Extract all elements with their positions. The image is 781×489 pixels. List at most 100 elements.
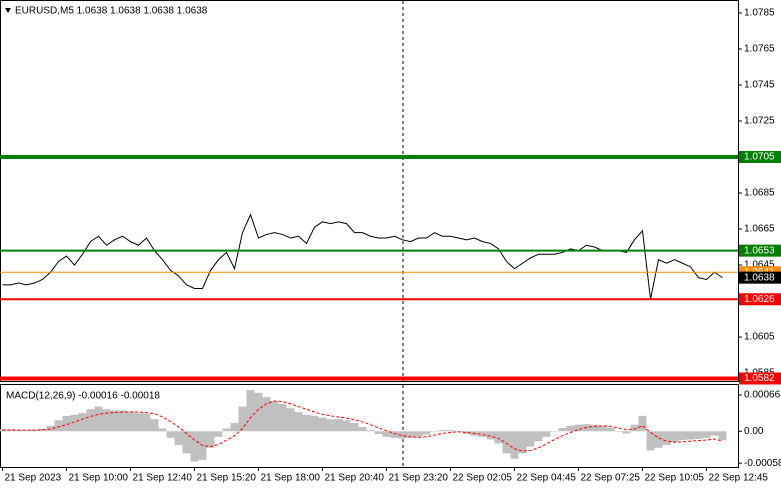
x-tick-label: 21 Sep 23:20 (389, 473, 449, 484)
macd-bar (686, 431, 695, 440)
macd-bar (238, 406, 247, 432)
macd-bar (718, 431, 727, 441)
level-tag-label: 1.0582 (744, 373, 775, 384)
macd-bar (246, 390, 255, 432)
y-tick-label: 1.0685 (744, 188, 775, 199)
macd-bar (678, 431, 687, 441)
macd-bar (398, 431, 407, 439)
macd-bar (670, 431, 679, 443)
level-tag-label: 1.0638 (744, 272, 775, 283)
macd-bar (102, 409, 111, 432)
macd-bar (166, 431, 175, 438)
level-tag (739, 293, 781, 306)
macd-bar (86, 409, 95, 432)
macd-bar (702, 431, 711, 438)
macd-bar (438, 430, 447, 432)
macd-bar (510, 431, 519, 459)
macd-bar (590, 424, 599, 432)
y-tick-label: -0.00058 (744, 458, 781, 469)
macd-bar (446, 430, 455, 432)
macd-bar (94, 406, 103, 432)
level-tag (739, 271, 781, 284)
signal-line (2, 400, 723, 452)
y-tick-label: 0.00066 (744, 390, 781, 401)
x-tick-label: 21 Sep 18:00 (261, 473, 321, 484)
macd-bar (182, 431, 191, 454)
macd-bar (518, 431, 527, 454)
macd-bar (310, 415, 319, 432)
macd-bar (462, 431, 471, 435)
y-tick-label: 1.0785 (744, 8, 775, 19)
macd-bar (710, 431, 719, 436)
y-tick-label: 1.0765 (744, 44, 775, 55)
macd-bar (550, 431, 559, 432)
macd-bar (598, 425, 607, 432)
macd-bar (270, 401, 279, 432)
macd-panel-frame (0, 384, 739, 468)
macd-bar (646, 431, 655, 451)
macd-bar (158, 428, 167, 432)
macd-bar (278, 403, 287, 432)
macd-bar (142, 413, 151, 432)
macd-bar (110, 410, 119, 432)
macd-bar (150, 419, 159, 432)
macd-bar (382, 431, 391, 437)
macd-bar (526, 431, 535, 447)
macd-bar (574, 424, 583, 432)
macd-bar (174, 431, 183, 446)
macd-bar (334, 419, 343, 432)
macd-bar (358, 426, 367, 432)
macd-bar (406, 431, 415, 438)
macd-bar (214, 431, 223, 437)
x-tick-label: 21 Sep 12:40 (133, 473, 193, 484)
macd-bar (342, 420, 351, 432)
macd-bar (422, 431, 431, 435)
x-tick-label: 22 Sep 07:25 (581, 473, 641, 484)
macd-bar (374, 431, 383, 435)
macd-bar (190, 431, 199, 462)
macd-bar (70, 414, 79, 432)
y-tick-label: 1.0725 (744, 116, 775, 127)
macd-bar (262, 397, 271, 432)
symbol-menu-arrow[interactable] (5, 8, 11, 13)
macd-bar (254, 392, 263, 432)
level-tag (739, 151, 781, 164)
y-tick-label: 1.0665 (744, 224, 775, 235)
macd-bar (430, 431, 439, 432)
main-panel-frame (0, 0, 739, 382)
macd-bar (46, 425, 55, 432)
macd-bar (38, 429, 47, 432)
macd-bar (662, 431, 671, 446)
macd-bar (222, 428, 231, 432)
level-tag (739, 244, 781, 257)
macd-bar (62, 415, 71, 432)
macd-bar (486, 431, 495, 440)
x-tick-label: 22 Sep 04:45 (517, 473, 577, 484)
macd-bar (566, 425, 575, 432)
macd-bar (350, 423, 359, 432)
macd-bar (606, 427, 615, 432)
macd-bar (478, 431, 487, 437)
macd-bar (414, 431, 423, 437)
x-tick-label: 21 Sep 20:40 (325, 473, 385, 484)
level-tag-label: 1.0705 (744, 152, 775, 163)
level-tag-label: 1.0653 (744, 245, 775, 256)
macd-bar (694, 431, 703, 439)
x-tick-label: 21 Sep 15:20 (197, 473, 257, 484)
macd-bar (326, 419, 335, 432)
macd-title: MACD(12,26,9) -0.00016 -0.00018 (6, 391, 160, 402)
macd-bar (542, 431, 551, 437)
macd-bar (22, 430, 31, 432)
macd-bar (390, 431, 399, 438)
macd-bar (630, 424, 639, 432)
macd-bar (654, 431, 663, 448)
y-tick-label: 1.0605 (744, 332, 775, 343)
macd-bar (614, 431, 623, 432)
macd-bar (294, 412, 303, 432)
x-tick-label: 22 Sep 02:05 (453, 473, 513, 484)
x-tick-label: 21 Sep 10:00 (69, 473, 129, 484)
macd-bar (638, 415, 647, 432)
macd-bar (366, 430, 375, 432)
macd-bar (502, 431, 511, 454)
